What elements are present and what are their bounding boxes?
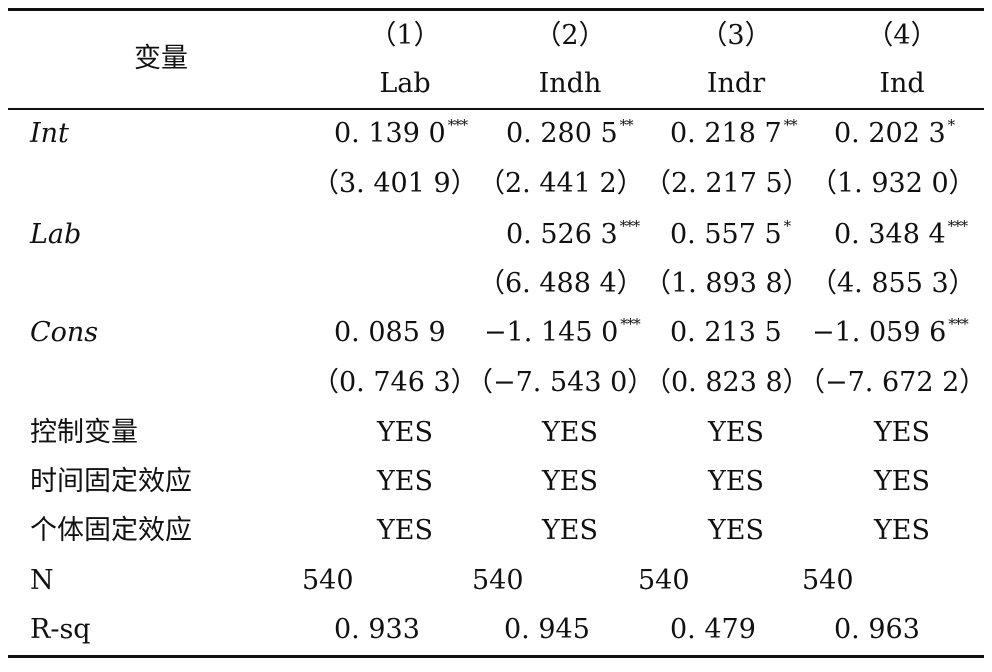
lab-t-3: （1. 893 8） [644,268,810,299]
row-label-indiv-fe: 个体固定效应 [30,515,192,546]
row-label-int: Int [30,118,69,149]
int-coef-4: 0. 202 3 * [834,116,955,149]
lab-coef-4: 0. 348 4 *** [834,217,968,250]
row-label-controls: 控制变量 [30,417,138,448]
lab-coef-2: 0. 526 3 *** [506,217,640,250]
n-2: 540 [472,565,524,596]
column-1-name: Lab [379,68,431,99]
int-coef-1: 0. 139 0 *** [334,116,468,149]
lab-t-2: （6. 488 4） [478,268,644,299]
n-1: 540 [302,565,354,596]
lab-coef-3: 0. 557 5 * [670,217,791,250]
column-4-name: Ind [879,68,925,99]
top-rule [8,8,984,11]
row-label-n: N [30,565,54,596]
controls-2: YES [541,417,599,448]
cons-t-4: （−7. 672 2） [798,367,987,398]
int-t-3: （2. 217 5） [644,168,810,199]
row-label-cons: Cons [30,317,99,348]
header-rule [8,108,984,110]
rsq-1: 0. 933 [334,614,420,645]
lab-t-4: （4. 855 3） [810,268,976,299]
int-t-2: （2. 441 2） [478,168,644,199]
int-t-1: （3. 401 9） [312,168,478,199]
column-2-name: Indh [538,68,602,99]
column-1-number: （1） [369,20,441,51]
controls-3: YES [707,417,765,448]
bottom-rule [8,655,984,658]
time-fe-4: YES [873,466,931,497]
row-label-lab: Lab [30,219,82,250]
cons-coef-3: 0. 213 5 [670,317,782,348]
controls-1: YES [376,417,434,448]
indiv-fe-3: YES [707,515,765,546]
row-label-rsq: R-sq [30,614,91,645]
n-4: 540 [802,565,854,596]
time-fe-3: YES [707,466,765,497]
int-t-4: （1. 932 0） [810,168,976,199]
time-fe-1: YES [376,466,434,497]
int-coef-3: 0. 218 7 ** [670,116,798,149]
cons-coef-1: 0. 085 9 [334,317,446,348]
indiv-fe-2: YES [541,515,599,546]
controls-4: YES [873,417,931,448]
column-3-name: Indr [706,68,766,99]
cons-coef-2: −1. 145 0 *** [484,315,641,348]
int-coef-2: 0. 280 5 ** [506,116,634,149]
rsq-2: 0. 945 [504,614,590,645]
rsq-4: 0. 963 [834,614,920,645]
variable-header: 变量 [134,43,188,74]
cons-t-2: （−7. 543 0） [466,367,655,398]
cons-t-3: （0. 823 8） [644,367,810,398]
time-fe-2: YES [541,466,599,497]
n-3: 540 [638,565,690,596]
row-label-time-fe: 时间固定效应 [30,466,192,497]
indiv-fe-4: YES [873,515,931,546]
cons-t-1: （0. 746 3） [312,367,478,398]
column-4-number: （4） [866,20,938,51]
column-3-number: （3） [700,20,772,51]
cons-coef-4: −1. 059 6 *** [812,315,969,348]
indiv-fe-1: YES [376,515,434,546]
rsq-3: 0. 479 [670,614,756,645]
column-2-number: （2） [534,20,606,51]
